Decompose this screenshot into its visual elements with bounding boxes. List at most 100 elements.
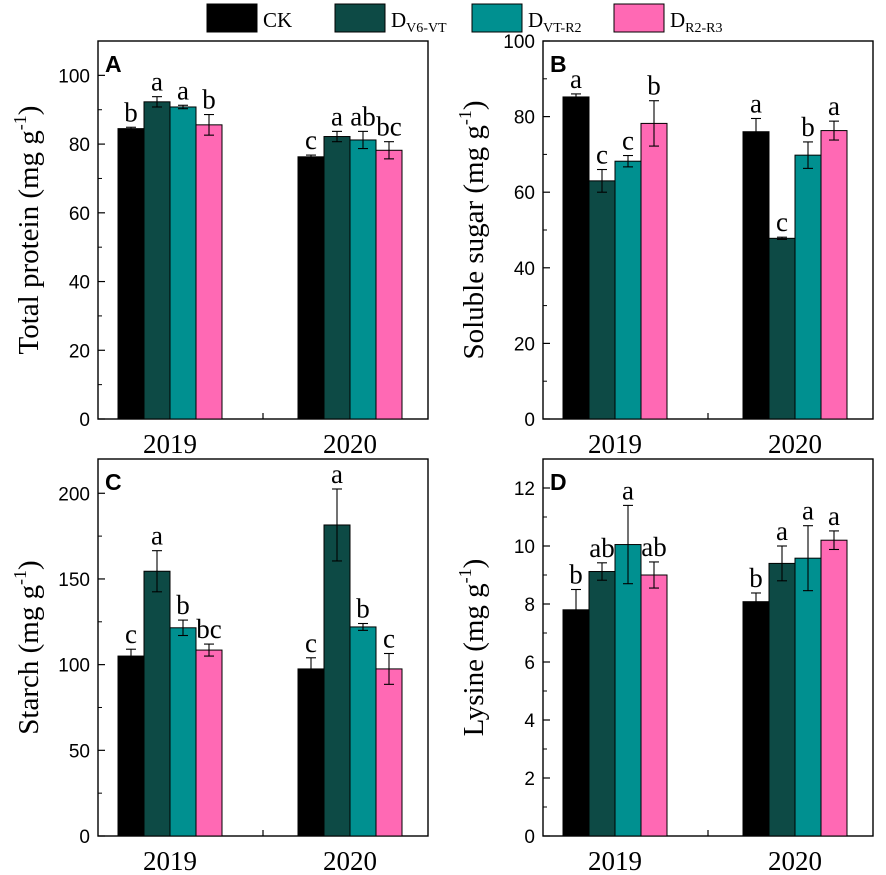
y-tick-label: 6 — [524, 653, 535, 674]
bar-2020-DV6-VT — [768, 237, 796, 420]
y-tick-label: 80 — [69, 135, 90, 156]
x-category-label: 2020 — [768, 429, 822, 459]
x-category-label: 2019 — [143, 846, 197, 875]
bar-2019-DV6-VT — [143, 101, 171, 420]
y-axis-label-end: ) — [458, 100, 490, 110]
y-tick-label: 12 — [514, 479, 535, 500]
bar-2020-DR2-R3 — [375, 149, 403, 420]
panel-label: C — [105, 469, 122, 495]
significance-letter: a — [802, 496, 814, 526]
bar-2020-DR2-R3 — [375, 668, 403, 837]
y-axis-label-main: Starch (mg g — [13, 585, 45, 735]
y-tick-label: 2 — [524, 769, 535, 790]
y-axis-label-main: Soluble sugar (mg g — [458, 125, 490, 359]
legend-item-2: DVT-R2 — [471, 3, 582, 36]
y-tick-label: 100 — [503, 32, 535, 53]
legend: CK DV6-VT DVT-R2 DR2-R3 — [206, 3, 723, 36]
x-category-label: 2020 — [768, 846, 822, 875]
y-axis-label-end: ) — [13, 560, 45, 570]
y-tick-label: 40 — [69, 273, 90, 294]
bar-2019-DR2-R3 — [640, 122, 668, 420]
bar-2020-CK — [297, 668, 325, 837]
y-tick-label: 20 — [514, 334, 535, 355]
y-tick-label: 40 — [514, 259, 535, 280]
significance-letter: b — [647, 71, 661, 101]
y-tick-label: 100 — [58, 656, 90, 677]
y-tick-label: 100 — [58, 66, 90, 87]
significance-letter: a — [828, 91, 840, 121]
significance-letter: a — [622, 475, 634, 505]
legend-label: DV6-VT — [391, 8, 447, 36]
y-tick-label: 80 — [514, 108, 535, 129]
y-tick-label: 150 — [58, 570, 90, 591]
bar-2019-DR2-R3 — [195, 649, 223, 837]
significance-letter: bc — [196, 614, 222, 644]
significance-letter: b — [202, 85, 216, 115]
y-axis-label-sup: -1 — [10, 115, 30, 130]
significance-letter: a — [570, 64, 582, 94]
legend-label-sub: R2-R3 — [685, 21, 722, 36]
significance-letter: c — [776, 207, 788, 237]
significance-letter: b — [124, 97, 138, 127]
significance-letter: a — [331, 459, 343, 489]
significance-letter: bc — [376, 112, 402, 142]
legend-label-main: D — [391, 8, 406, 32]
significance-letter: c — [125, 619, 137, 649]
bar-2019-DV6-VT — [588, 180, 616, 420]
bar-2019-DVT-R2 — [169, 106, 197, 420]
y-tick-label: 0 — [524, 827, 535, 848]
bar-2019-DVT-R2 — [614, 160, 642, 420]
panel-label: D — [550, 469, 567, 495]
y-tick-label: 50 — [69, 741, 90, 762]
bar-2019-CK — [117, 655, 145, 837]
y-axis-label-end: ) — [458, 559, 490, 569]
significance-letter: ab — [350, 101, 375, 131]
x-category-label: 2020 — [323, 846, 377, 875]
significance-letter: ab — [589, 533, 614, 563]
bar-2020-CK — [742, 601, 770, 837]
chart-panel-A: 0 20 40 60 80 100 A Total protein (mg g-1) 2019 b… — [10, 40, 429, 459]
x-category-label: 2019 — [588, 429, 642, 459]
y-tick-label: 8 — [524, 595, 535, 616]
significance-letter: b — [569, 560, 583, 590]
significance-letter: c — [622, 126, 634, 156]
significance-letter: c — [305, 125, 317, 155]
legend-label-sub: VT-R2 — [543, 21, 581, 36]
significance-letter: c — [305, 628, 317, 658]
bar-2019-DVT-R2 — [614, 544, 642, 837]
legend-label: DR2-R3 — [670, 8, 723, 36]
significance-letter: c — [596, 140, 608, 170]
y-tick-label: 0 — [79, 827, 90, 848]
panel-label: B — [550, 51, 567, 77]
y-tick-label: 20 — [69, 341, 90, 362]
y-axis-label: Starch (mg g-1) — [10, 560, 45, 734]
legend-label-main: D — [528, 8, 543, 32]
y-axis-label: Total protein (mg g-1) — [10, 106, 45, 355]
x-category-label: 2020 — [323, 429, 377, 459]
y-tick-label: 60 — [514, 183, 535, 204]
bar-2020-CK — [297, 156, 325, 420]
bar-2019-DV6-VT — [143, 570, 171, 837]
bar-2020-DR2-R3 — [820, 539, 848, 837]
bar-2019-CK — [117, 128, 145, 420]
bar-2020-DV6-VT — [323, 524, 351, 837]
bar-2019-DV6-VT — [588, 571, 616, 837]
y-tick-label: 0 — [524, 410, 535, 431]
x-category-label: 2019 — [143, 429, 197, 459]
significance-letter: c — [383, 623, 395, 653]
y-axis-label-sup: -1 — [455, 110, 475, 125]
bar-2020-CK — [742, 131, 770, 420]
y-axis-label-sup: -1 — [455, 568, 475, 583]
bar-2020-DV6-VT — [323, 136, 351, 420]
y-tick-label: 60 — [69, 204, 90, 225]
significance-letter: b — [801, 112, 815, 142]
legend-swatch — [613, 3, 665, 33]
bar-2020-DVT-R2 — [794, 154, 822, 420]
y-tick-label: 4 — [524, 711, 535, 732]
significance-letter: ab — [641, 532, 666, 562]
y-axis-label-end: ) — [13, 106, 45, 116]
significance-letter: a — [776, 516, 788, 546]
